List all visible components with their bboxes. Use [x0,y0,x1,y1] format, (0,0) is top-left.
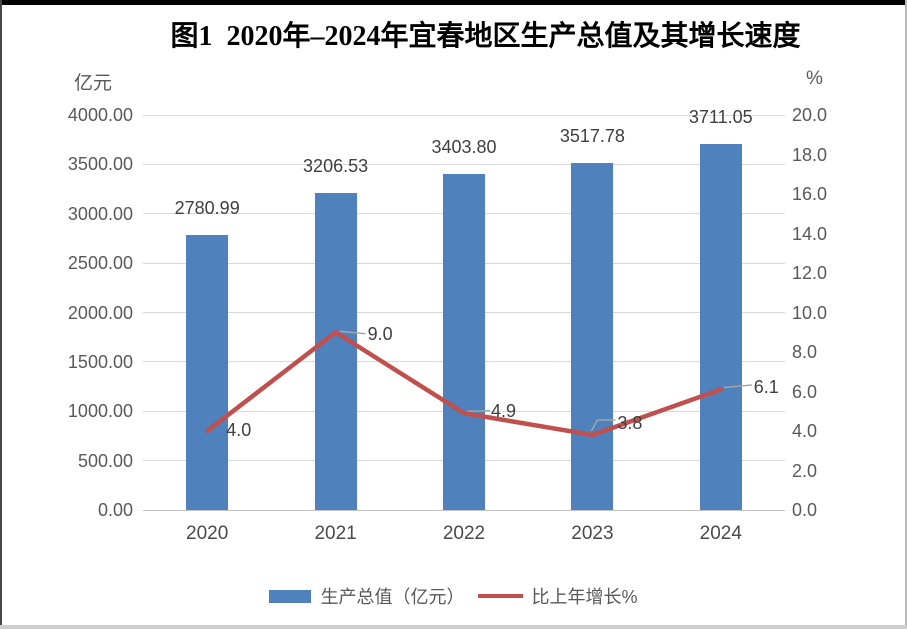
x-axis-label-2021: 2021 [314,523,357,544]
gridline [143,509,785,511]
bar-value-label: 3711.05 [688,106,753,127]
gridline [143,163,785,165]
frame-border-bottom [0,625,907,629]
bar-value-label: 3206.53 [303,156,369,177]
right-axis-tick-label: 18.0 [792,144,828,165]
line-value-label: 3.8 [617,412,643,433]
left-axis-tick-label: 500.00 [77,450,133,471]
left-axis-unit-label: 亿元 [74,73,113,94]
legend-bar-swatch [269,589,312,603]
chart-title: 图1 2020年–2024年宜春地区生产总值及其增长速度 [170,21,801,52]
left-axis-tick-label: 0.00 [97,500,133,520]
line-value-label: 4.9 [491,401,517,422]
bar-value-label: 3517.78 [559,125,625,146]
x-axis-label-2020: 2020 [186,523,229,544]
right-axis-tick-label: 2.0 [792,460,818,481]
line-value-label: 9.0 [367,324,393,345]
right-axis-unit-label: % [806,68,823,89]
bar-2020 [186,235,229,510]
left-axis-tick-label: 2500.00 [67,253,133,274]
frame-border-left [0,0,2,629]
left-axis-tick-label: 1000.00 [67,401,133,422]
x-axis-label-2023: 2023 [571,523,614,544]
frame-border-right [905,0,907,629]
line-value-label: 4.0 [226,420,252,440]
left-axis-tick-label: 1500.00 [67,351,133,372]
line-value-label: 6.1 [753,376,779,397]
gridline [143,114,785,116]
left-axis-tick-label: 3500.00 [67,154,133,175]
legend-line-swatch [478,594,524,598]
bar-2022 [443,173,485,510]
bar-2023 [571,162,614,510]
right-axis-tick-label: 10.0 [792,302,828,323]
bar-2024 [699,143,742,510]
right-axis-tick-label: 16.0 [792,184,828,204]
legend: 生产总值（亿元） 比上年增长% [0,583,907,609]
left-axis-tick-label: 3000.00 [67,203,133,224]
bar-value-label: 3403.80 [431,136,497,157]
bar-value-label: 2780.99 [174,198,240,219]
right-axis-tick-label: 20.0 [792,105,828,125]
frame-border-top [0,0,907,5]
right-axis-tick-label: 12.0 [792,263,828,283]
x-axis-label-2022: 2022 [442,523,486,544]
legend-bar-label: 生产总值（亿元） [320,587,465,607]
right-axis-tick-label: 0.0 [792,500,818,520]
right-axis-tick-label: 4.0 [792,421,818,441]
bar-2021 [314,193,357,510]
left-axis-tick-label: 2000.00 [67,302,133,323]
right-axis-tick-label: 8.0 [792,342,818,362]
right-axis-tick-label: 6.0 [792,381,818,402]
legend-line-label: 比上年增长% [531,587,638,607]
right-axis-tick-label: 14.0 [792,223,828,244]
x-axis-label-2024: 2024 [699,523,742,544]
left-axis-tick-label: 4000.00 [67,105,133,125]
